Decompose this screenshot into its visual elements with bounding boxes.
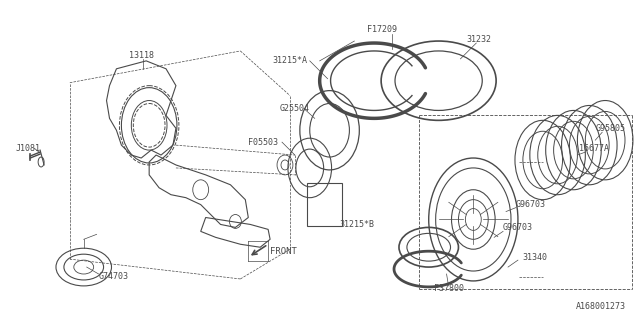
Text: G95805: G95805	[595, 124, 625, 133]
Text: 13118: 13118	[129, 52, 154, 60]
Text: 16677A: 16677A	[579, 144, 609, 153]
Text: 31232: 31232	[467, 35, 492, 44]
Text: 31340: 31340	[522, 253, 547, 262]
Text: G74703: G74703	[99, 272, 129, 282]
Text: G96703: G96703	[503, 223, 533, 232]
Text: G25504: G25504	[280, 104, 310, 113]
Text: F37800: F37800	[434, 284, 463, 293]
Text: FRONT: FRONT	[270, 247, 297, 256]
Text: F05503: F05503	[248, 138, 278, 147]
Text: J1081: J1081	[15, 144, 40, 153]
Text: 31215*B: 31215*B	[339, 220, 374, 229]
Text: A168001273: A168001273	[575, 302, 625, 311]
Text: G96703: G96703	[516, 200, 546, 209]
Text: F17209: F17209	[367, 25, 397, 34]
Text: 31215*A: 31215*A	[272, 56, 307, 65]
